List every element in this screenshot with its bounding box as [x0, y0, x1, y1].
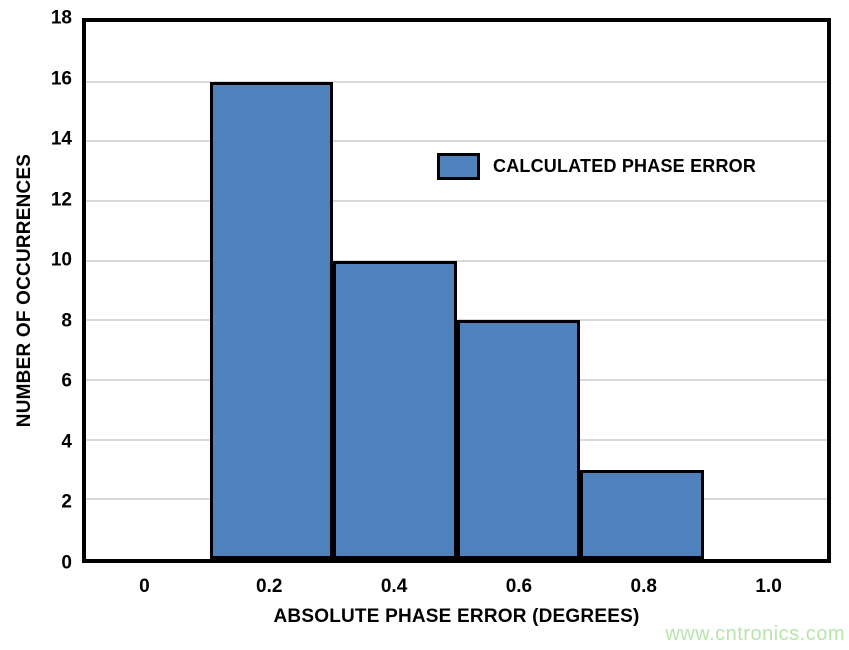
plot-area: CALCULATED PHASE ERROR: [82, 18, 831, 563]
gridline-y-14: [86, 140, 827, 143]
x-tick-label-0.8: 0.8: [630, 576, 657, 597]
legend: CALCULATED PHASE ERROR: [437, 153, 756, 180]
legend-label: CALCULATED PHASE ERROR: [493, 156, 757, 176]
y-tick-label-4: 4: [61, 431, 72, 453]
x-tick-label-0.6: 0.6: [505, 576, 533, 597]
y-tick-label-10: 10: [50, 249, 72, 271]
legend-swatch: [437, 153, 480, 180]
bar-x-0.6: [456, 320, 580, 559]
y-tick-label-2: 2: [61, 491, 72, 513]
y-tick-label-12: 12: [50, 189, 72, 211]
gridline-y-8: [86, 319, 827, 322]
y-tick-label-6: 6: [61, 370, 72, 392]
x-tick-label-0.4: 0.4: [380, 576, 408, 597]
x-axis-tick-labels: 0 0.2 0.4 0.6 0.8 1.0: [82, 576, 831, 601]
y-axis-tick-labels: 0 2 4 6 8 10 12 14 16 18: [0, 9, 72, 573]
y-tick-label-0: 0: [61, 552, 72, 574]
y-tick-label-8: 8: [61, 310, 72, 332]
watermark: www.cntronics.com: [665, 623, 845, 645]
x-tick-label-0: 0: [139, 576, 150, 597]
bar-x-0.2: [209, 81, 333, 559]
x-axis-title: ABSOLUTE PHASE ERROR (DEGREES): [273, 606, 640, 627]
x-tick-label-0.2: 0.2: [256, 576, 283, 597]
bar-x-0.4: [333, 260, 457, 559]
x-tick-label-1.0: 1.0: [755, 576, 782, 597]
y-tick-label-16: 16: [50, 68, 72, 90]
gridline-y-10: [86, 259, 827, 262]
y-tick-label-14: 14: [50, 128, 72, 150]
bar-x-0.8: [580, 469, 704, 559]
y-tick-label-18: 18: [50, 7, 72, 29]
gridline-y-16: [86, 80, 827, 83]
gridline-y-12: [86, 199, 827, 202]
